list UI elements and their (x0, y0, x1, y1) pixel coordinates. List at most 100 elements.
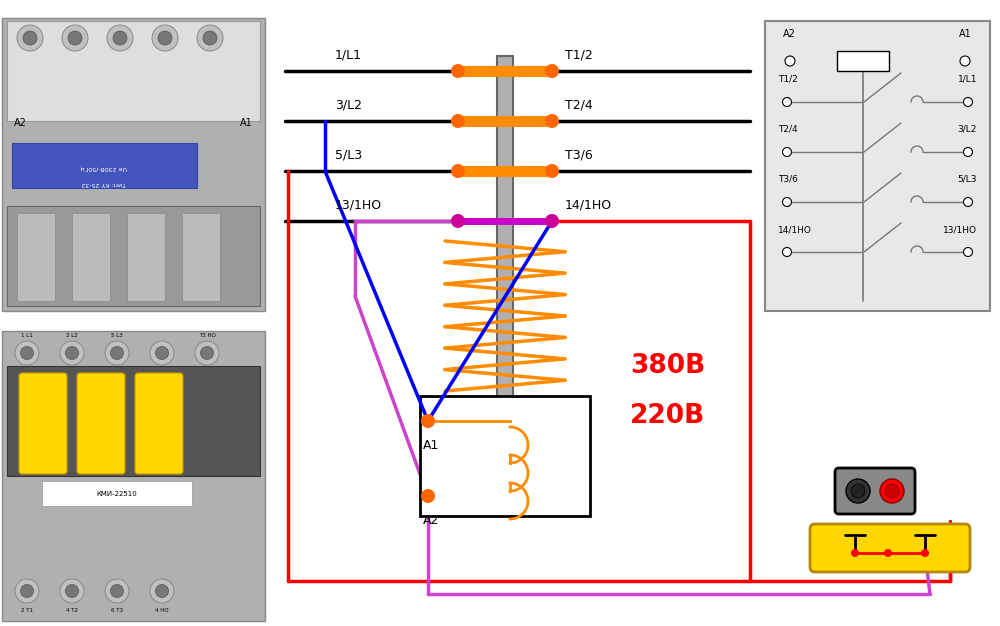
Text: 3/L2: 3/L2 (958, 125, 977, 134)
Text: T2/4: T2/4 (565, 98, 593, 111)
Circle shape (150, 341, 174, 365)
Bar (2, 18, 265, 311)
Text: 1 L1: 1 L1 (21, 333, 33, 338)
Circle shape (66, 347, 78, 359)
Circle shape (150, 579, 174, 603)
Text: T2/4: T2/4 (778, 125, 798, 134)
Circle shape (851, 484, 865, 498)
Circle shape (113, 31, 127, 45)
FancyBboxPatch shape (19, 373, 67, 474)
Text: 6 T3: 6 T3 (111, 608, 123, 613)
Circle shape (451, 114, 465, 128)
Bar (17, 213, 55, 301)
Text: A1: A1 (423, 439, 439, 452)
Text: КМИ-22510: КМИ-22510 (97, 491, 137, 496)
Circle shape (782, 98, 792, 106)
Circle shape (60, 579, 84, 603)
Circle shape (66, 585, 78, 597)
Text: 14/1HO: 14/1HO (565, 198, 612, 211)
Circle shape (107, 25, 133, 51)
Circle shape (885, 484, 899, 498)
Circle shape (158, 31, 172, 45)
Circle shape (545, 114, 559, 128)
Circle shape (200, 347, 214, 359)
Circle shape (68, 31, 82, 45)
Circle shape (785, 56, 795, 66)
Text: Тип: КY 25-32: Тип: КY 25-32 (82, 180, 126, 185)
Circle shape (921, 549, 929, 557)
Text: 3 L2: 3 L2 (66, 333, 78, 338)
Text: 4 T2: 4 T2 (66, 608, 78, 613)
Bar (7, 21, 260, 121)
Circle shape (851, 549, 859, 557)
Circle shape (20, 347, 34, 359)
Text: T1/2: T1/2 (565, 48, 593, 61)
Bar (127, 213, 165, 301)
Text: T3/6: T3/6 (778, 175, 798, 184)
Circle shape (110, 347, 124, 359)
Bar (12, 143, 197, 188)
Circle shape (156, 585, 168, 597)
Text: 220B: 220B (630, 403, 705, 429)
Text: T3 HO: T3 HO (199, 333, 215, 338)
FancyBboxPatch shape (810, 524, 970, 572)
Circle shape (20, 585, 34, 597)
Circle shape (451, 164, 465, 178)
Circle shape (545, 64, 559, 78)
Circle shape (152, 25, 178, 51)
Bar (7, 366, 260, 476)
Bar (72, 213, 110, 301)
Text: T1/2: T1/2 (778, 75, 798, 84)
Text: 14/1HO: 14/1HO (778, 225, 812, 234)
Bar (7, 206, 260, 306)
Bar (765, 21, 990, 311)
Circle shape (17, 25, 43, 51)
Circle shape (156, 347, 168, 359)
Circle shape (195, 341, 219, 365)
Text: A2: A2 (14, 118, 27, 128)
Bar (497, 56, 512, 516)
Text: 1/L1: 1/L1 (335, 48, 362, 61)
Circle shape (782, 148, 792, 156)
Circle shape (203, 31, 217, 45)
Text: 3/L2: 3/L2 (335, 98, 362, 111)
Circle shape (421, 414, 435, 428)
Text: A2: A2 (783, 29, 796, 39)
Circle shape (846, 479, 870, 503)
FancyBboxPatch shape (835, 468, 915, 514)
Text: 2 T1: 2 T1 (21, 608, 33, 613)
Circle shape (884, 549, 892, 557)
Text: 5 L3: 5 L3 (111, 333, 123, 338)
Circle shape (62, 25, 88, 51)
Bar (837, 51, 889, 71)
FancyBboxPatch shape (77, 373, 125, 474)
Bar (2, 331, 265, 621)
Circle shape (197, 25, 223, 51)
Circle shape (15, 579, 39, 603)
Circle shape (451, 214, 465, 228)
Text: Ue 230B-/50Гц: Ue 230B-/50Гц (81, 165, 127, 170)
Circle shape (545, 164, 559, 178)
Circle shape (782, 247, 792, 257)
Circle shape (782, 197, 792, 207)
Circle shape (15, 341, 39, 365)
Text: 4 HO: 4 HO (155, 608, 169, 613)
Circle shape (105, 341, 129, 365)
Text: A2: A2 (423, 514, 439, 527)
Circle shape (964, 247, 972, 257)
Circle shape (60, 341, 84, 365)
Text: 13/1HO: 13/1HO (943, 225, 977, 234)
Circle shape (23, 31, 37, 45)
Circle shape (451, 64, 465, 78)
Bar (182, 213, 220, 301)
Text: A1: A1 (240, 118, 253, 128)
Circle shape (964, 98, 972, 106)
Text: 13/1HO: 13/1HO (335, 198, 382, 211)
Text: T3/6: T3/6 (565, 148, 593, 161)
Circle shape (880, 479, 904, 503)
Circle shape (105, 579, 129, 603)
Text: 1/L1: 1/L1 (958, 75, 977, 84)
Circle shape (110, 585, 124, 597)
Text: 5/L3: 5/L3 (335, 148, 362, 161)
Circle shape (421, 489, 435, 503)
